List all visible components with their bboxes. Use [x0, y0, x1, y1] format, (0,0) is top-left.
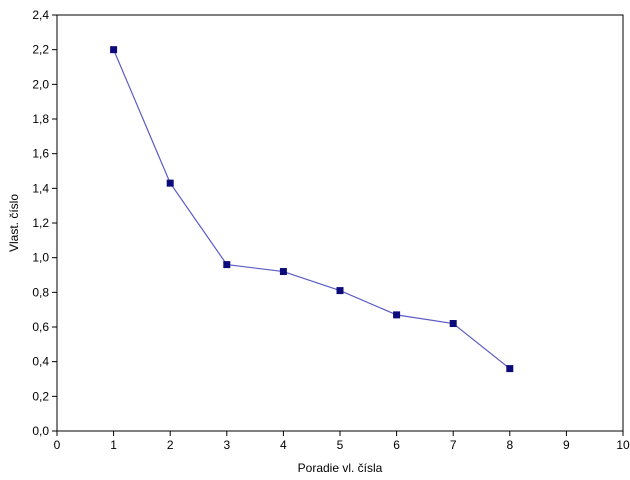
y-tick-label: 1,4	[32, 181, 49, 195]
y-axis-label: Vlast. číslo	[7, 194, 21, 252]
x-tick-label: 1	[110, 438, 117, 452]
y-tick-label: 2,2	[32, 43, 49, 57]
data-point-marker	[223, 261, 231, 269]
data-point-marker	[279, 268, 287, 276]
x-tick-label: 8	[506, 438, 513, 452]
y-tick-label: 2,0	[32, 77, 49, 91]
x-tick-label: 7	[450, 438, 457, 452]
x-tick-label: 4	[280, 438, 287, 452]
y-axis-ticks: 0,0 0,2 0,4 0,6 0,8 1,0 1,2 1,4 1,6 1,8 2,0 2,2 2,4	[32, 8, 57, 438]
y-tick-label: 2,4	[32, 8, 49, 22]
y-tick-label: 0,4	[32, 355, 49, 369]
data-point-marker	[166, 179, 174, 187]
x-axis-ticks: 0 1 2 3 4 5 6 7 8 9 10	[54, 431, 630, 452]
y-tick-label: 0,0	[32, 424, 49, 438]
y-tick-label: 1,2	[32, 216, 49, 230]
x-tick-label: 2	[167, 438, 174, 452]
x-tick-label: 0	[54, 438, 61, 452]
y-tick-label: 0,8	[32, 285, 49, 299]
y-tick-label: 1,0	[32, 251, 49, 265]
x-tick-label: 9	[563, 438, 570, 452]
data-point-marker	[336, 287, 344, 295]
y-tick-label: 0,6	[32, 320, 49, 334]
data-point-marker	[449, 320, 457, 328]
y-tick-label: 1,8	[32, 112, 49, 126]
plot-frame	[56, 14, 624, 432]
data-point-marker	[506, 365, 514, 373]
series-line	[113, 49, 511, 370]
x-tick-label: 6	[393, 438, 400, 452]
series-layer	[110, 46, 514, 373]
data-point-marker	[393, 311, 401, 319]
x-tick-label: 10	[616, 438, 630, 452]
x-tick-label: 3	[223, 438, 230, 452]
y-tick-label: 0,2	[32, 389, 49, 403]
y-tick-label: 1,6	[32, 147, 49, 161]
data-point-marker	[110, 46, 118, 54]
x-tick-label: 5	[337, 438, 344, 452]
x-axis-label: Poradie vl. čísla	[298, 461, 383, 475]
